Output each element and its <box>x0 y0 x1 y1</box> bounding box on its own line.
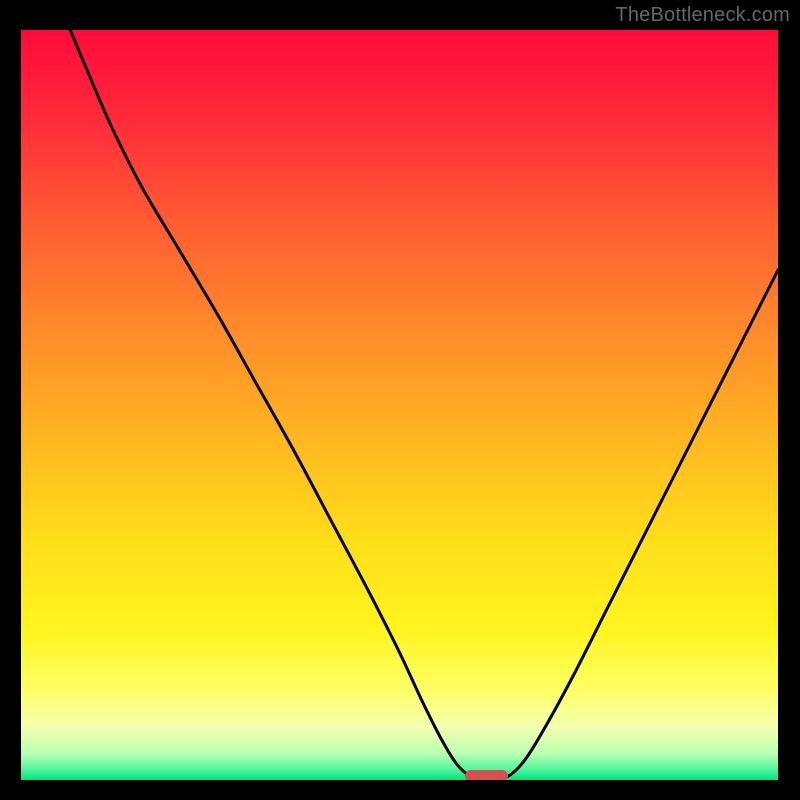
chart-stage: TheBottleneck.com <box>0 0 800 800</box>
optimum-marker <box>465 770 508 780</box>
attribution-text: TheBottleneck.com <box>615 4 790 27</box>
gradient-background <box>21 30 778 780</box>
plot-area <box>21 30 778 780</box>
chart-svg <box>21 30 778 780</box>
